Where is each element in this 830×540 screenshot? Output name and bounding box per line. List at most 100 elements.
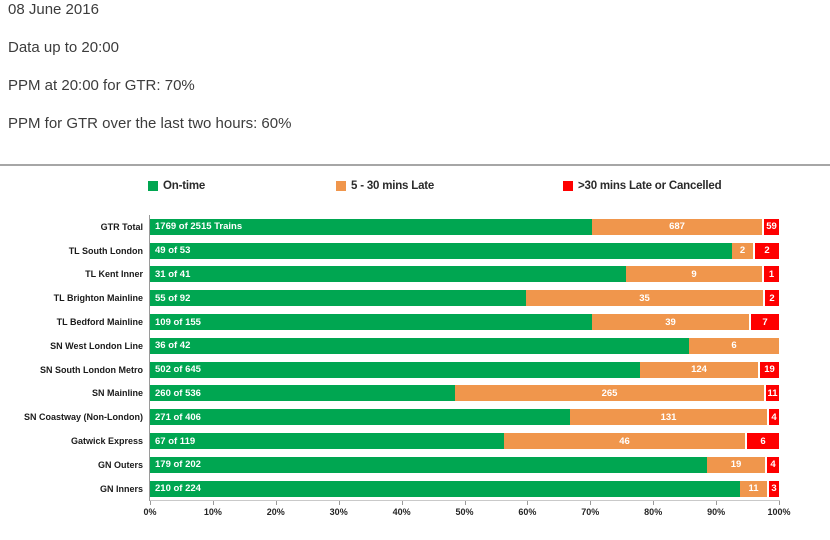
bar-segment-cancelled: 1 — [764, 266, 779, 283]
bar-segment-on-time: 271 of 406 — [150, 409, 570, 426]
x-axis-tick-label: 40% — [392, 507, 411, 517]
legend-swatch-icon — [148, 181, 158, 191]
category-label: TL South London — [68, 245, 143, 256]
category-label: Gatwick Express — [70, 436, 143, 447]
bar-segment-cancelled: 11 — [766, 385, 779, 402]
bar-segment-on-time: 67 of 119 — [150, 433, 504, 450]
bar-segment-late: 2 — [732, 242, 753, 259]
category-label: SN Mainline — [91, 388, 143, 399]
legend-item-cancelled: >30 mins Late or Cancelled — [563, 180, 722, 192]
bar: 36 of 42 6 — [150, 337, 779, 354]
bar-segment-on-time: 49 of 53 — [150, 242, 732, 259]
bar-segment-cancelled: 2 — [765, 290, 779, 307]
x-axis-tick-label: 0% — [143, 507, 157, 517]
category-label: TL Kent Inner — [85, 269, 143, 280]
chart-row: GTR Total 1769 of 2515 Trains 687 59 — [0, 215, 830, 239]
x-axis-tickmark — [212, 501, 214, 505]
legend-item-on-time: On-time — [148, 180, 205, 192]
category-label: SN West London Line — [50, 340, 143, 351]
bar-segment-on-time: 109 of 155 — [150, 314, 592, 331]
chart-row: SN Mainline 260 of 536 265 11 — [0, 382, 830, 406]
bar-segment-on-time: 210 of 224 — [150, 480, 740, 497]
chart-row: TL Brighton Mainline 55 of 92 35 2 — [0, 286, 830, 310]
bar-segment-cancelled: 7 — [751, 314, 779, 331]
chart-row: TL South London 49 of 53 2 2 — [0, 239, 830, 263]
chart-row: TL Bedford Mainline 109 of 155 39 7 — [0, 310, 830, 334]
bar: 179 of 202 19 4 — [150, 456, 779, 473]
bar: 67 of 119 46 6 — [150, 433, 779, 450]
x-axis-tickmark — [716, 501, 718, 505]
bar-segment-late: 9 — [626, 266, 762, 283]
chart-row: GN Inners 210 of 224 11 3 — [0, 477, 830, 501]
legend-label: >30 mins Late or Cancelled — [578, 180, 722, 192]
bar: 210 of 224 11 3 — [150, 480, 779, 497]
x-axis-tickmark — [779, 501, 780, 505]
bar-segment-cancelled: 2 — [755, 242, 779, 259]
category-label: GN Outers — [97, 459, 143, 470]
chart-row: SN West London Line 36 of 42 6 — [0, 334, 830, 358]
x-axis-tickmark — [527, 501, 529, 505]
bar-segment-late: 19 — [707, 456, 765, 473]
x-axis-tickmark — [464, 501, 466, 505]
plot-area: GTR Total 1769 of 2515 Trains 687 59 TL Sout… — [0, 215, 830, 501]
bar: 55 of 92 35 2 — [150, 290, 779, 307]
bar-segment-late: 6 — [689, 337, 779, 354]
ppm-current-line: PPM at 20:00 for GTR: 70% — [8, 77, 195, 94]
bar-segment-on-time: 55 of 92 — [150, 290, 526, 307]
chart-row: GN Outers 179 of 202 19 4 — [0, 453, 830, 477]
x-axis-tick-label: 70% — [581, 507, 600, 517]
x-axis-tick-label: 10% — [203, 507, 222, 517]
category-label: SN South London Metro — [40, 364, 143, 375]
bar-segment-late: 46 — [504, 433, 745, 450]
chart-row: TL Kent Inner 31 of 41 9 1 — [0, 263, 830, 287]
bar: 1769 of 2515 Trains 687 59 — [150, 218, 779, 235]
bar-segment-late: 131 — [570, 409, 767, 426]
legend-swatch-icon — [336, 181, 346, 191]
x-axis-line — [150, 500, 780, 501]
bar: 502 of 645 124 19 — [150, 361, 779, 378]
legend-item-late: 5 - 30 mins Late — [336, 180, 434, 192]
data-up-to-line: Data up to 20:00 — [8, 39, 119, 56]
divider-line — [0, 164, 830, 166]
bar-segment-cancelled: 3 — [769, 480, 779, 497]
chart-row: SN South London Metro 502 of 645 124 19 — [0, 358, 830, 382]
chart-row: SN Coastway (Non-London) 271 of 406 131 4 — [0, 405, 830, 429]
category-label: GN Inners — [99, 483, 143, 494]
report-date: 08 June 2016 — [8, 1, 99, 18]
x-axis-tickmark — [653, 501, 655, 505]
x-axis-tickmark — [590, 501, 592, 505]
chart-row: Gatwick Express 67 of 119 46 6 — [0, 429, 830, 453]
x-axis-tickmark — [338, 501, 340, 505]
x-axis-tickmark — [401, 501, 403, 505]
x-axis-tick-label: 90% — [707, 507, 726, 517]
category-label: SN Coastway (Non-London) — [24, 412, 143, 423]
y-axis-line — [149, 215, 150, 501]
bar: 260 of 536 265 11 — [150, 385, 779, 402]
bar-segment-late: 35 — [526, 290, 763, 307]
bar-segment-on-time: 31 of 41 — [150, 266, 626, 283]
x-axis-tick-label: 30% — [329, 507, 348, 517]
ppm-two-hours-line: PPM for GTR over the last two hours: 60% — [8, 115, 292, 132]
bar: 109 of 155 39 7 — [150, 314, 779, 331]
x-axis-tick-label: 100% — [767, 507, 791, 517]
legend-label: 5 - 30 mins Late — [351, 180, 435, 192]
bar-segment-cancelled: 4 — [767, 456, 779, 473]
category-label: TL Brighton Mainline — [53, 293, 143, 304]
bar: 271 of 406 131 4 — [150, 409, 779, 426]
category-label: TL Bedford Mainline — [56, 317, 143, 328]
bar-segment-late: 265 — [455, 385, 764, 402]
x-axis-tick-label: 50% — [455, 507, 474, 517]
bar: 31 of 41 9 1 — [150, 266, 779, 283]
bar-segment-on-time: 179 of 202 — [150, 456, 707, 473]
bar-segment-on-time: 36 of 42 — [150, 337, 689, 354]
category-label: GTR Total — [100, 221, 143, 232]
bar-segment-late: 39 — [592, 314, 749, 331]
bar-segment-on-time: 260 of 536 — [150, 385, 455, 402]
bar-segment-late: 124 — [640, 361, 758, 378]
legend-label: On-time — [163, 180, 206, 192]
bar-segment-cancelled: 19 — [760, 361, 779, 378]
bar-segment-on-time: 502 of 645 — [150, 361, 640, 378]
bar-segment-cancelled: 59 — [764, 218, 779, 235]
x-axis-tickmark — [150, 501, 151, 505]
bar-segment-on-time: 1769 of 2515 Trains — [150, 218, 592, 235]
